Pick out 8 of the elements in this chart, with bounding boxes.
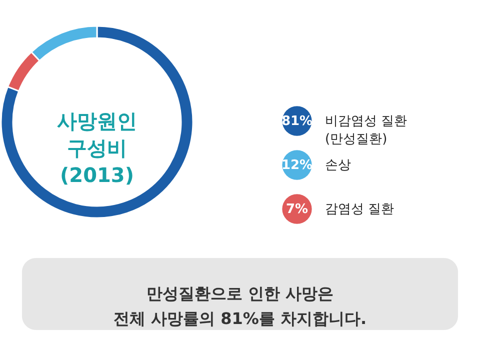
data-label: 81% <box>281 114 313 129</box>
text: 만성질환으로 인한 사망은 전체 사망률의 81%를 차지합니다. <box>113 284 367 328</box>
text: 사망원인 구성비 (2013) <box>57 109 137 187</box>
data-label: 7% <box>286 202 308 217</box>
legend-label: 감염성 질환 <box>325 202 394 217</box>
legend-label: 비감염성 질환 (만성질환) <box>325 114 408 147</box>
data-label: 12% <box>281 158 313 173</box>
legend-label: 손상 <box>325 158 351 173</box>
